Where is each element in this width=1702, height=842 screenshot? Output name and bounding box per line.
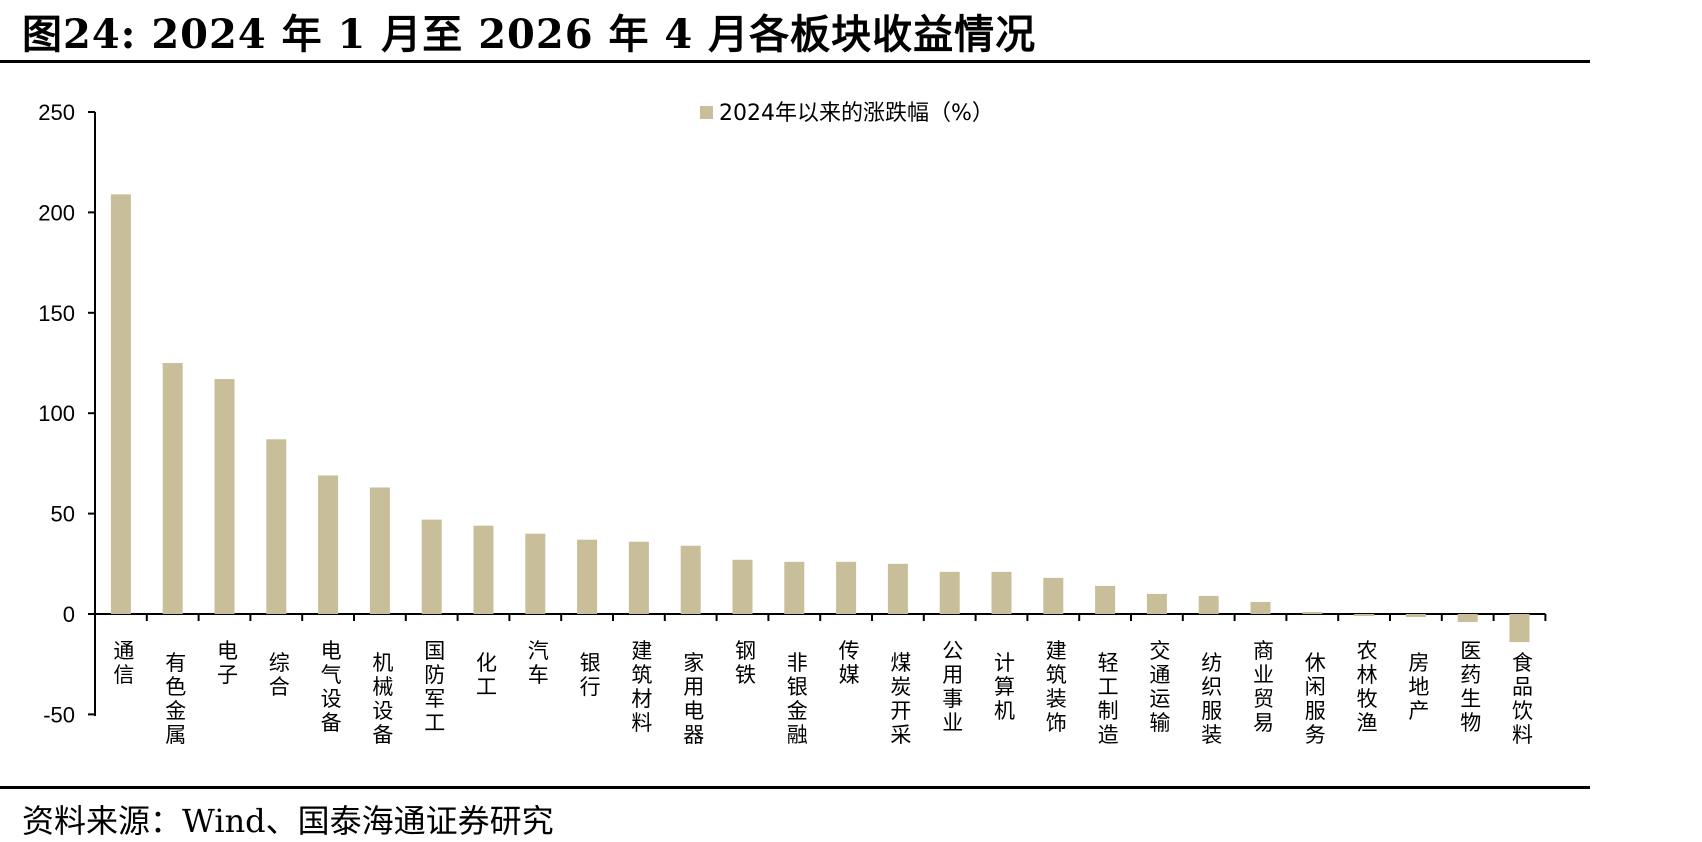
bar: [991, 571, 1012, 614]
y-tick-label: 250: [38, 100, 75, 125]
category-label: 计算机: [994, 651, 1015, 723]
category-label: 银行: [580, 651, 601, 699]
top-rule: [0, 60, 1590, 63]
bar: [628, 541, 649, 614]
bottom-rule: [0, 786, 1590, 789]
category-label: 非银金融: [787, 651, 808, 747]
legend: 2024年以来的涨跌幅（%）: [700, 101, 994, 126]
bar: [369, 487, 390, 614]
bar: [1198, 595, 1219, 614]
bar: [110, 194, 131, 614]
bar: [577, 539, 598, 614]
category-label: 医药生物: [1460, 639, 1481, 735]
category-label: 纺织服装: [1201, 651, 1222, 747]
legend-swatch: [700, 106, 713, 119]
y-tick-label: 0: [63, 602, 75, 627]
category-label: 国防军工: [424, 639, 445, 735]
category-label: 钢铁: [735, 639, 756, 687]
category-label: 汽车: [528, 639, 549, 687]
bar: [1457, 614, 1478, 623]
category-label: 机械设备: [372, 651, 393, 747]
category-label: 房地产: [1408, 651, 1429, 723]
bar: [525, 533, 546, 614]
source-note: 资料来源：Wind、国泰海通证券研究: [22, 802, 554, 840]
category-label: 食品饮料: [1512, 651, 1533, 747]
bar: [680, 545, 701, 614]
bar: [473, 525, 494, 614]
bar: [421, 519, 442, 614]
axes: -50 0 50 100 150 200 250: [38, 100, 1547, 727]
bar: [836, 561, 857, 614]
y-tick-label: -50: [43, 702, 75, 727]
category-label: 交通运输: [1149, 639, 1170, 735]
bar: [1250, 601, 1271, 614]
bar: [784, 561, 805, 614]
category-label: 综合: [269, 651, 290, 699]
y-tick-label: 200: [38, 200, 75, 225]
category-label: 通信: [113, 639, 134, 687]
category-label: 化工: [476, 651, 497, 699]
category-label: 建筑装饰: [1046, 639, 1067, 735]
bars: [110, 194, 1530, 643]
bar: [1509, 614, 1530, 643]
bar: [1354, 614, 1375, 616]
category-label: 电气设备: [321, 639, 342, 735]
category-label: 煤炭开采: [890, 651, 911, 747]
category-label: 商业贸易: [1253, 639, 1274, 735]
bar-chart: 2024年以来的涨跌幅（%） -50 0 50 100 150 200 250 通信 有色金属…: [38, 100, 1547, 747]
category-label: 建筑材料: [631, 639, 652, 735]
category-label: 有色金属: [165, 651, 186, 747]
category-label: 休闲服务: [1305, 651, 1326, 747]
bar: [1146, 593, 1167, 614]
bar: [939, 571, 960, 614]
category-label: 轻工制造: [1098, 651, 1119, 747]
category-label: 电子: [217, 639, 238, 687]
figure-title: 图24: 2024 年 1 月至 2026 年 4 月各板块收益情况: [22, 11, 1037, 58]
bar: [318, 475, 339, 614]
y-tick-label: 150: [38, 301, 75, 326]
legend-label: 2024年以来的涨跌幅（%）: [719, 101, 994, 126]
y-tick-label: 100: [38, 401, 75, 426]
category-label: 传媒: [839, 639, 860, 687]
bar: [162, 363, 183, 614]
category-label: 家用电器: [683, 651, 704, 747]
bar: [1302, 612, 1323, 614]
category-label: 农林牧渔: [1357, 639, 1378, 735]
bar: [1095, 585, 1116, 614]
bar: [1043, 577, 1064, 614]
category-label: 公用事业: [942, 639, 963, 735]
bar: [1405, 614, 1426, 618]
bar: [266, 439, 287, 614]
bar: [732, 559, 753, 614]
y-tick-label: 50: [51, 502, 75, 527]
bar: [887, 563, 908, 614]
bar: [214, 379, 235, 614]
